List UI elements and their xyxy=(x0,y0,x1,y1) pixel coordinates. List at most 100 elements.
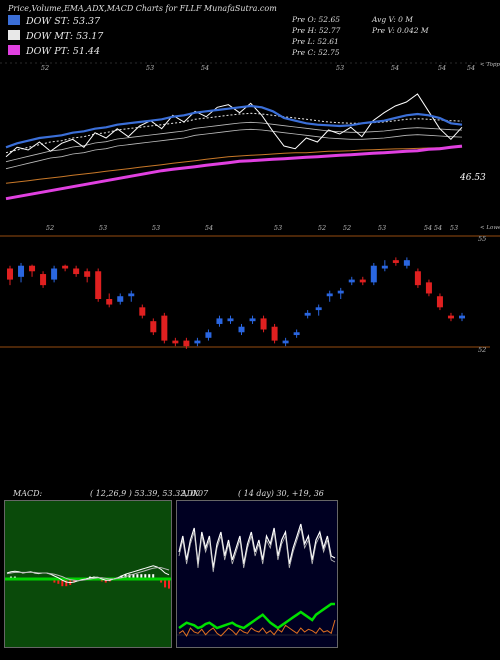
candle-body xyxy=(282,340,289,344)
candle-body xyxy=(249,318,256,322)
ema-low-tick: 52 xyxy=(343,224,351,232)
candle-body xyxy=(260,318,267,330)
candle-body xyxy=(84,271,91,277)
adx-panel xyxy=(176,500,338,648)
candle-body xyxy=(359,279,366,283)
legend-swatch-pt xyxy=(8,45,20,55)
candle-body xyxy=(425,282,432,294)
ohlc-open: Pre O: 52.65 xyxy=(292,15,340,24)
candle-body xyxy=(183,340,190,347)
ema-top-tick: 52 xyxy=(41,64,49,72)
ohlc-avg-volume: Avg V: 0 M xyxy=(372,15,413,24)
ema-top-tick: 54 xyxy=(391,64,399,72)
macd-label: MACD: xyxy=(13,489,43,498)
candle-body xyxy=(337,290,344,294)
adx-di-plus-line xyxy=(178,523,336,569)
candle-body xyxy=(447,315,454,319)
ema-low-tick: 54 xyxy=(424,224,432,232)
candle-body xyxy=(194,340,201,344)
candle-body xyxy=(106,299,113,305)
candle-upper-level: 55 xyxy=(478,235,486,243)
candle-body xyxy=(293,332,300,336)
ohlc-prev-volume: Pre V: 0.042 M xyxy=(372,26,429,35)
macd-params: ( 12,26,9 ) 53.39, 53.32, 0.07 xyxy=(90,489,209,498)
ema-low-tick: 52 xyxy=(46,224,54,232)
adx-line xyxy=(178,602,335,630)
candle-body xyxy=(29,265,36,272)
candle-body xyxy=(62,265,69,269)
candle-body xyxy=(403,260,410,266)
adx-chart xyxy=(177,523,337,637)
page-title: Price,Volume,EMA,ADX,MACD Charts for FLL… xyxy=(8,4,277,13)
ema-band-upper-line xyxy=(5,121,463,163)
candle-body xyxy=(95,271,102,299)
candle-body xyxy=(315,307,322,311)
macd-chart xyxy=(5,565,171,589)
candle-body xyxy=(326,293,333,297)
candle-lower-level: 52 xyxy=(478,346,486,354)
candle-body xyxy=(139,307,146,316)
candle-body xyxy=(40,274,47,286)
ema-low-tick: 53 xyxy=(99,224,107,232)
candle-body xyxy=(128,293,135,297)
ema-low-tick: 52 xyxy=(318,224,326,232)
ema-top-tick: 54 xyxy=(467,64,475,72)
candle-body xyxy=(348,279,355,283)
candle-body xyxy=(150,321,157,333)
ema-price-label: 46.53 xyxy=(459,173,486,183)
candle-body xyxy=(414,271,421,286)
legend-label-st: DOW ST: 53.37 xyxy=(26,16,101,27)
ohlc-high: Pre H: 52.77 xyxy=(292,26,341,35)
adx-label: ADX xyxy=(181,489,199,498)
ema-band-lower-line xyxy=(5,128,463,170)
ema-low-tick: 53 xyxy=(152,224,160,232)
adx-di-plus-shadow-line xyxy=(178,527,336,573)
candle-body xyxy=(73,268,80,275)
close-price-line xyxy=(5,93,463,158)
ema-top-tick: 54 xyxy=(438,64,446,72)
adx-params: ( 14 day) 30, +19, 36 xyxy=(238,489,324,498)
ema-low-tick: 53 xyxy=(450,224,458,232)
price-chart: < Topp< Lowes46.535253545354545452535354… xyxy=(0,62,500,354)
legend-dow-mt: DOW MT: 53.17 xyxy=(8,30,103,42)
candle-body xyxy=(381,265,388,269)
legend-dow-pt: DOW PT: 51.44 xyxy=(8,45,100,57)
candle-body xyxy=(271,326,278,341)
ema-top-tag: < Topp xyxy=(480,62,500,68)
candle-body xyxy=(238,326,245,333)
candle-body xyxy=(117,296,124,302)
candle-body xyxy=(205,332,212,338)
dow-st-line xyxy=(5,104,463,149)
adx-di-minus-line xyxy=(178,619,336,637)
ohlc-low: Pre L: 52.61 xyxy=(292,37,339,46)
legend-swatch-st xyxy=(8,15,20,25)
ohlc-close: Pre C: 52.75 xyxy=(292,48,340,57)
candle-body xyxy=(392,260,399,263)
candle-body xyxy=(51,268,58,280)
ema-top-tick: 53 xyxy=(146,64,154,72)
ema-top-tick: 54 xyxy=(201,64,209,72)
candle-body xyxy=(436,296,443,308)
legend-label-mt: DOW MT: 53.17 xyxy=(26,31,104,42)
candle-body xyxy=(459,315,465,319)
ema-low-tag: < Lowes xyxy=(480,225,500,231)
candle-body xyxy=(216,318,223,324)
ema-low-tick: 54 xyxy=(205,224,213,232)
candle-body xyxy=(7,268,13,280)
macd-signal-line xyxy=(6,567,170,582)
legend-label-pt: DOW PT: 51.44 xyxy=(26,46,100,57)
candle-body xyxy=(227,318,234,322)
legend-swatch-mt xyxy=(8,30,20,40)
ema-long-line xyxy=(5,146,463,184)
dow-pt-line xyxy=(5,144,463,201)
legend-dow-st: DOW ST: 53.37 xyxy=(8,15,100,27)
ema-top-tick: 53 xyxy=(336,64,344,72)
candle-body xyxy=(370,265,377,283)
ema-low-tick: 53 xyxy=(274,224,282,232)
macd-panel xyxy=(4,500,172,648)
candle-body xyxy=(304,312,311,316)
ema-low-tick: 53 xyxy=(378,224,386,232)
dow-mt-line xyxy=(5,112,463,154)
ema-low-tick: 54 xyxy=(434,224,442,232)
candle-body xyxy=(18,265,25,277)
